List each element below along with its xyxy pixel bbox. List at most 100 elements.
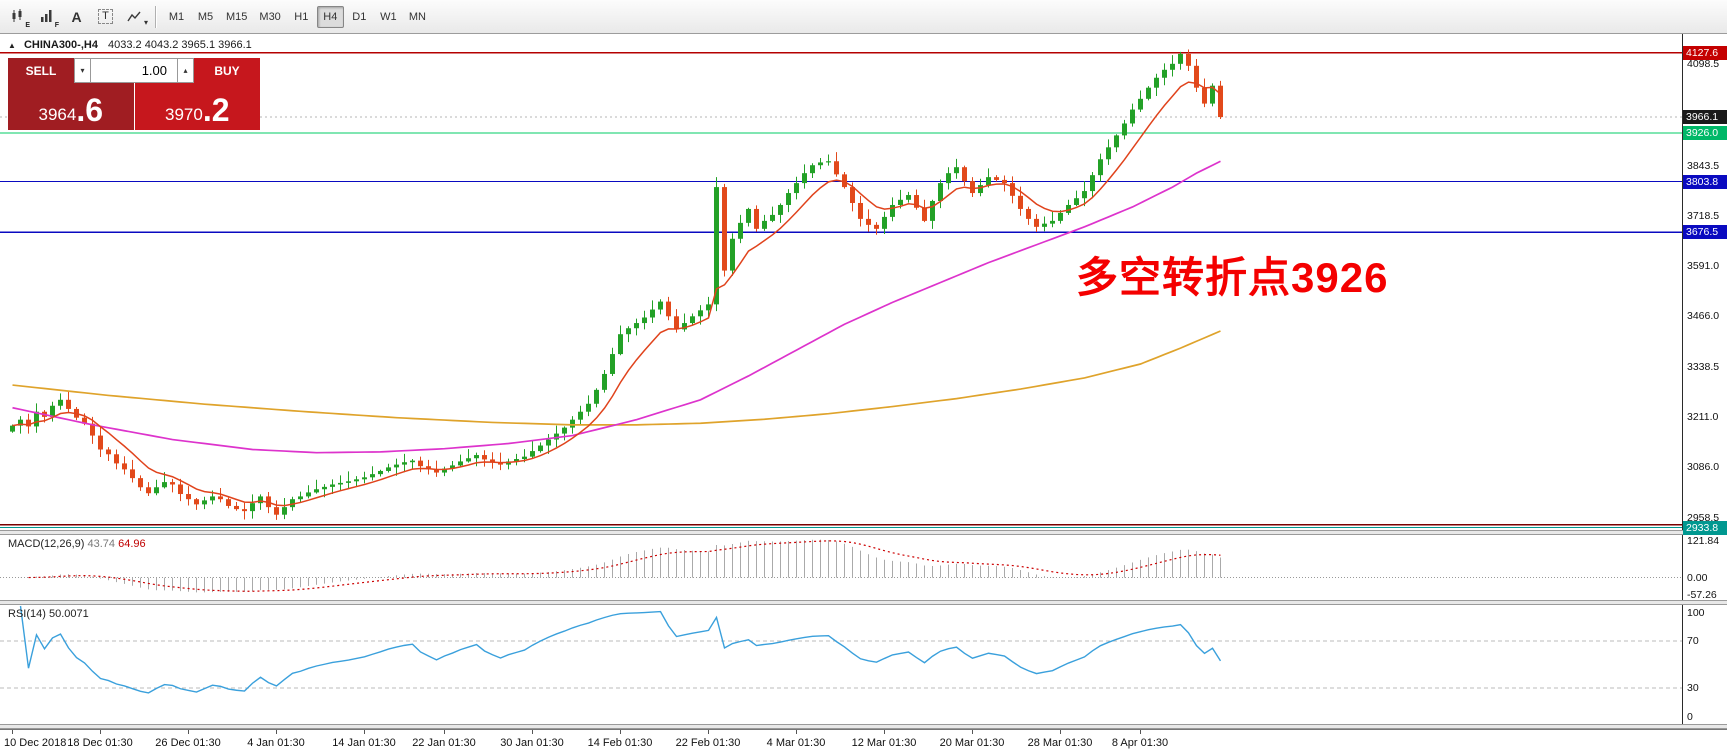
price-tag: 2933.8 xyxy=(1683,520,1727,535)
volume-dropdown[interactable]: ▾ xyxy=(74,58,91,83)
chevron-down-icon: ▾ xyxy=(143,18,148,27)
macd-histogram xyxy=(20,539,1221,593)
timeframe-h1[interactable]: H1 xyxy=(288,6,315,28)
symbol-name: CHINA300-,H4 xyxy=(23,39,98,51)
timeframe-w1[interactable]: W1 xyxy=(375,6,402,28)
time-tick xyxy=(532,730,533,734)
time-tick xyxy=(444,730,445,734)
rsi-axis-label: 70 xyxy=(1687,635,1699,648)
ma-mid-line xyxy=(12,160,1221,454)
rsi-label: RSI(14) 50.0071 xyxy=(8,608,89,620)
volume-stepper[interactable]: ▴ xyxy=(177,58,194,83)
panel-splitter-bottom[interactable] xyxy=(0,724,1727,729)
bars-icon xyxy=(41,10,52,22)
time-label: 28 Mar 01:30 xyxy=(1027,737,1093,749)
time-label: 10 Dec 2018 xyxy=(4,737,67,749)
time-tick xyxy=(884,730,885,734)
one-click-trading-panel: SELL ▾ ▴ BUY 3964.6 3970.2 xyxy=(8,58,260,130)
price-tag: 3926.0 xyxy=(1683,126,1727,140)
time-label: 22 Jan 01:30 xyxy=(412,737,476,749)
timeframe-mn[interactable]: MN xyxy=(404,6,431,28)
price-axis[interactable] xyxy=(1682,34,1727,729)
time-tick xyxy=(12,730,13,734)
price-axis-label: 3338.5 xyxy=(1687,360,1720,373)
timeframe-m15[interactable]: M15 xyxy=(221,6,252,28)
price-tag: 3803.8 xyxy=(1683,174,1727,189)
ma-fast-line xyxy=(12,81,1221,507)
timeframe-m30[interactable]: M30 xyxy=(254,6,285,28)
buy-button[interactable]: BUY xyxy=(194,58,260,83)
macd-axis-label: -57.26 xyxy=(1687,588,1717,601)
timeframe-m1[interactable]: M1 xyxy=(163,6,190,28)
price-axis-label: 3211.0 xyxy=(1687,411,1719,424)
time-label: 4 Jan 01:30 xyxy=(247,737,305,749)
sell-price[interactable]: 3964.6 xyxy=(8,83,134,130)
time-label: 14 Jan 01:30 xyxy=(332,737,396,749)
toolbar-separator xyxy=(155,5,156,28)
price-axis-label: 3466.0 xyxy=(1687,309,1720,322)
time-label: 30 Jan 01:30 xyxy=(500,737,564,749)
timeframe-m5[interactable]: M5 xyxy=(192,6,219,28)
time-axis[interactable]: 10 Dec 2018 18 Dec 01:30 26 Dec 01:30 4 Jan… xyxy=(0,729,1727,756)
volume-input[interactable] xyxy=(91,58,177,83)
rsi-axis-label: 100 xyxy=(1687,607,1705,619)
time-label: 14 Feb 01:30 xyxy=(587,737,653,749)
time-label: 22 Feb 01:30 xyxy=(675,737,741,749)
collapse-icon[interactable]: ▲ xyxy=(8,41,16,50)
text-tool-icon[interactable]: A xyxy=(63,4,90,29)
panel-splitter-rsi[interactable] xyxy=(0,600,1727,605)
badge-f: F xyxy=(54,22,59,29)
chart-annotation: 多空转折点3926 xyxy=(1076,254,1389,301)
time-tick xyxy=(1060,730,1061,734)
candlestick-series xyxy=(10,49,1223,520)
time-tick xyxy=(708,730,709,734)
timeframe-d1[interactable]: D1 xyxy=(346,6,373,28)
rsi-axis-label: 0 xyxy=(1687,711,1693,723)
time-label: 18 Dec 01:30 xyxy=(67,737,133,749)
time-label: 12 Mar 01:30 xyxy=(851,737,917,749)
timeframe-buttons: M1 M5 M15 M30 H1 H4 D1 W1 MN xyxy=(162,5,432,28)
macd-signal-line xyxy=(28,540,1221,592)
chart-expert-icon[interactable]: E xyxy=(5,4,32,29)
time-tick xyxy=(364,730,365,734)
time-label: 8 Apr 01:30 xyxy=(1111,737,1169,749)
price-axis-label: 3591.0 xyxy=(1687,260,1720,273)
time-label: 26 Dec 01:30 xyxy=(155,737,221,749)
toolbar: E F A T ▾ M1 M5 M15 M30 H1 H4 D1 W1 MN xyxy=(0,0,1727,34)
rsi-axis-label: 30 xyxy=(1687,681,1699,694)
price-tag: 3966.1 xyxy=(1683,110,1727,125)
price-axis-label: 3718.5 xyxy=(1687,209,1720,222)
ma-slow-line xyxy=(12,330,1221,426)
time-tick xyxy=(972,730,973,734)
price-axis-label: 4098.5 xyxy=(1687,58,1720,71)
badge-e: E xyxy=(25,22,30,29)
chart-symbol-header: ▲ CHINA300-,H4 4033.2 4043.2 3965.1 3966… xyxy=(8,39,252,51)
time-tick xyxy=(100,730,101,734)
candles-icon xyxy=(12,9,21,22)
textbox-tool-icon[interactable]: T xyxy=(92,4,119,29)
macd-axis-label: 121.84 xyxy=(1687,535,1720,548)
price-tag: 3676.5 xyxy=(1683,225,1727,240)
time-tick xyxy=(1140,730,1141,734)
time-tick xyxy=(796,730,797,734)
sell-button[interactable]: SELL xyxy=(8,58,74,83)
time-label: 4 Mar 01:30 xyxy=(766,737,826,749)
panel-splitter-macd[interactable] xyxy=(0,530,1727,535)
timeframe-h4[interactable]: H4 xyxy=(316,5,344,28)
macd-axis-label: 0.00 xyxy=(1687,571,1708,584)
macd-label: MACD(12,26,9) 43.74 64.96 xyxy=(8,538,146,550)
trend-icon xyxy=(127,11,141,22)
indicator-window-icon[interactable]: F xyxy=(34,4,61,29)
drawing-tools-dropdown-icon[interactable]: ▾ xyxy=(121,4,148,29)
price-axis-label: 3843.5 xyxy=(1687,159,1720,172)
buy-price[interactable]: 3970.2 xyxy=(134,83,260,130)
time-tick xyxy=(276,730,277,734)
price-axis-label: 3086.0 xyxy=(1687,460,1720,473)
time-label: 20 Mar 01:30 xyxy=(939,737,1005,749)
price-tag: 4127.6 xyxy=(1683,45,1727,60)
ohlc-values: 4033.2 4043.2 3965.1 3966.1 xyxy=(108,39,252,51)
time-tick xyxy=(188,730,189,734)
rsi-line xyxy=(19,605,1222,694)
